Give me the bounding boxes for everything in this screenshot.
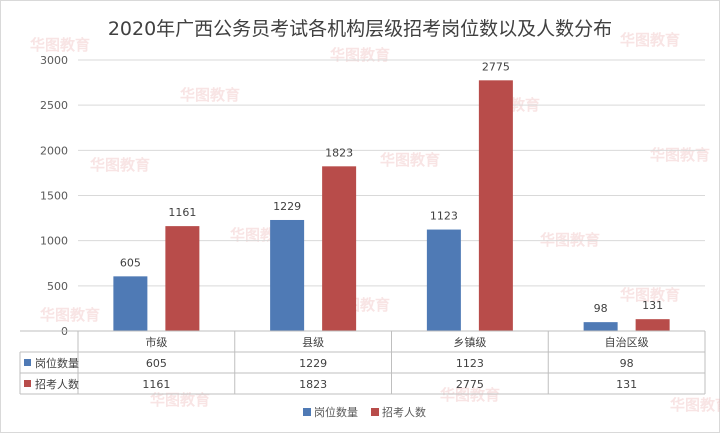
table-cell: 1229 bbox=[299, 357, 327, 370]
table-cell: 1161 bbox=[142, 378, 170, 391]
y-tick-label: 1000 bbox=[40, 235, 68, 248]
watermark-logo: 华图教育 bbox=[380, 151, 440, 169]
data-label: 1229 bbox=[273, 200, 301, 213]
x-tick-label: 自治区级 bbox=[605, 335, 649, 349]
y-tick-label: 2500 bbox=[40, 99, 68, 112]
data-label: 1161 bbox=[168, 206, 196, 219]
x-tick-label: 乡镇级 bbox=[453, 335, 486, 349]
bar-positions bbox=[113, 276, 148, 331]
legend-key bbox=[303, 408, 311, 416]
bar-positions bbox=[583, 322, 618, 331]
data-label: 98 bbox=[594, 302, 608, 315]
chart-title: 2020年广西公务员考试各机构层级招考岗位数以及人数分布 bbox=[107, 18, 613, 40]
legend-label: 招考人数 bbox=[382, 405, 426, 419]
watermark-logo: 华图教育 bbox=[150, 391, 210, 409]
bar-positions bbox=[426, 229, 461, 331]
watermark-logo: 华图教育 bbox=[620, 286, 680, 304]
bar-applicants bbox=[478, 80, 513, 331]
watermark-logo: 华图教育 bbox=[670, 396, 720, 414]
legend-key bbox=[371, 408, 379, 416]
y-tick-label: 500 bbox=[47, 280, 68, 293]
watermark-logo: 华图教育 bbox=[650, 146, 710, 164]
x-tick-label: 县级 bbox=[302, 336, 324, 349]
watermark-logo: 华图教育 bbox=[40, 306, 100, 324]
watermark-logo: 华图教育 bbox=[30, 36, 90, 54]
table-cell: 1123 bbox=[456, 357, 484, 370]
table-series-name: 招考人数 bbox=[35, 377, 79, 391]
table-cell: 1823 bbox=[299, 378, 327, 391]
data-label: 605 bbox=[120, 256, 141, 269]
table-cell: 605 bbox=[146, 357, 167, 370]
table-series-name: 岗位数量 bbox=[35, 356, 79, 370]
table-cell: 2775 bbox=[456, 378, 484, 391]
watermark-logo: 华图教育 bbox=[620, 31, 680, 49]
watermark-logo: 华图教育 bbox=[90, 156, 150, 174]
bar-applicants bbox=[322, 166, 357, 331]
table-legend-key bbox=[24, 380, 31, 387]
table-cell: 131 bbox=[616, 378, 637, 391]
bar-applicants bbox=[165, 226, 200, 331]
table-legend-key bbox=[24, 359, 31, 366]
table-cell: 98 bbox=[620, 357, 634, 370]
legend-label: 岗位数量 bbox=[314, 405, 358, 419]
y-tick-label: 1500 bbox=[40, 190, 68, 203]
data-label: 2775 bbox=[482, 60, 510, 73]
x-tick-label: 市级 bbox=[145, 335, 167, 349]
y-tick-label: 3000 bbox=[40, 54, 68, 67]
watermark-logo: 华图教育 bbox=[440, 386, 500, 404]
watermark-logo: 华图教育 bbox=[540, 231, 600, 249]
data-label: 1123 bbox=[430, 210, 458, 223]
watermark-logo: 华图教育 bbox=[180, 86, 240, 104]
bar-applicants bbox=[635, 319, 670, 331]
data-label: 1823 bbox=[325, 146, 353, 159]
bar-positions bbox=[270, 219, 305, 331]
data-label: 131 bbox=[642, 299, 663, 312]
y-tick-label: 2000 bbox=[40, 144, 68, 157]
watermark-logo: 华图教育 bbox=[330, 46, 390, 64]
